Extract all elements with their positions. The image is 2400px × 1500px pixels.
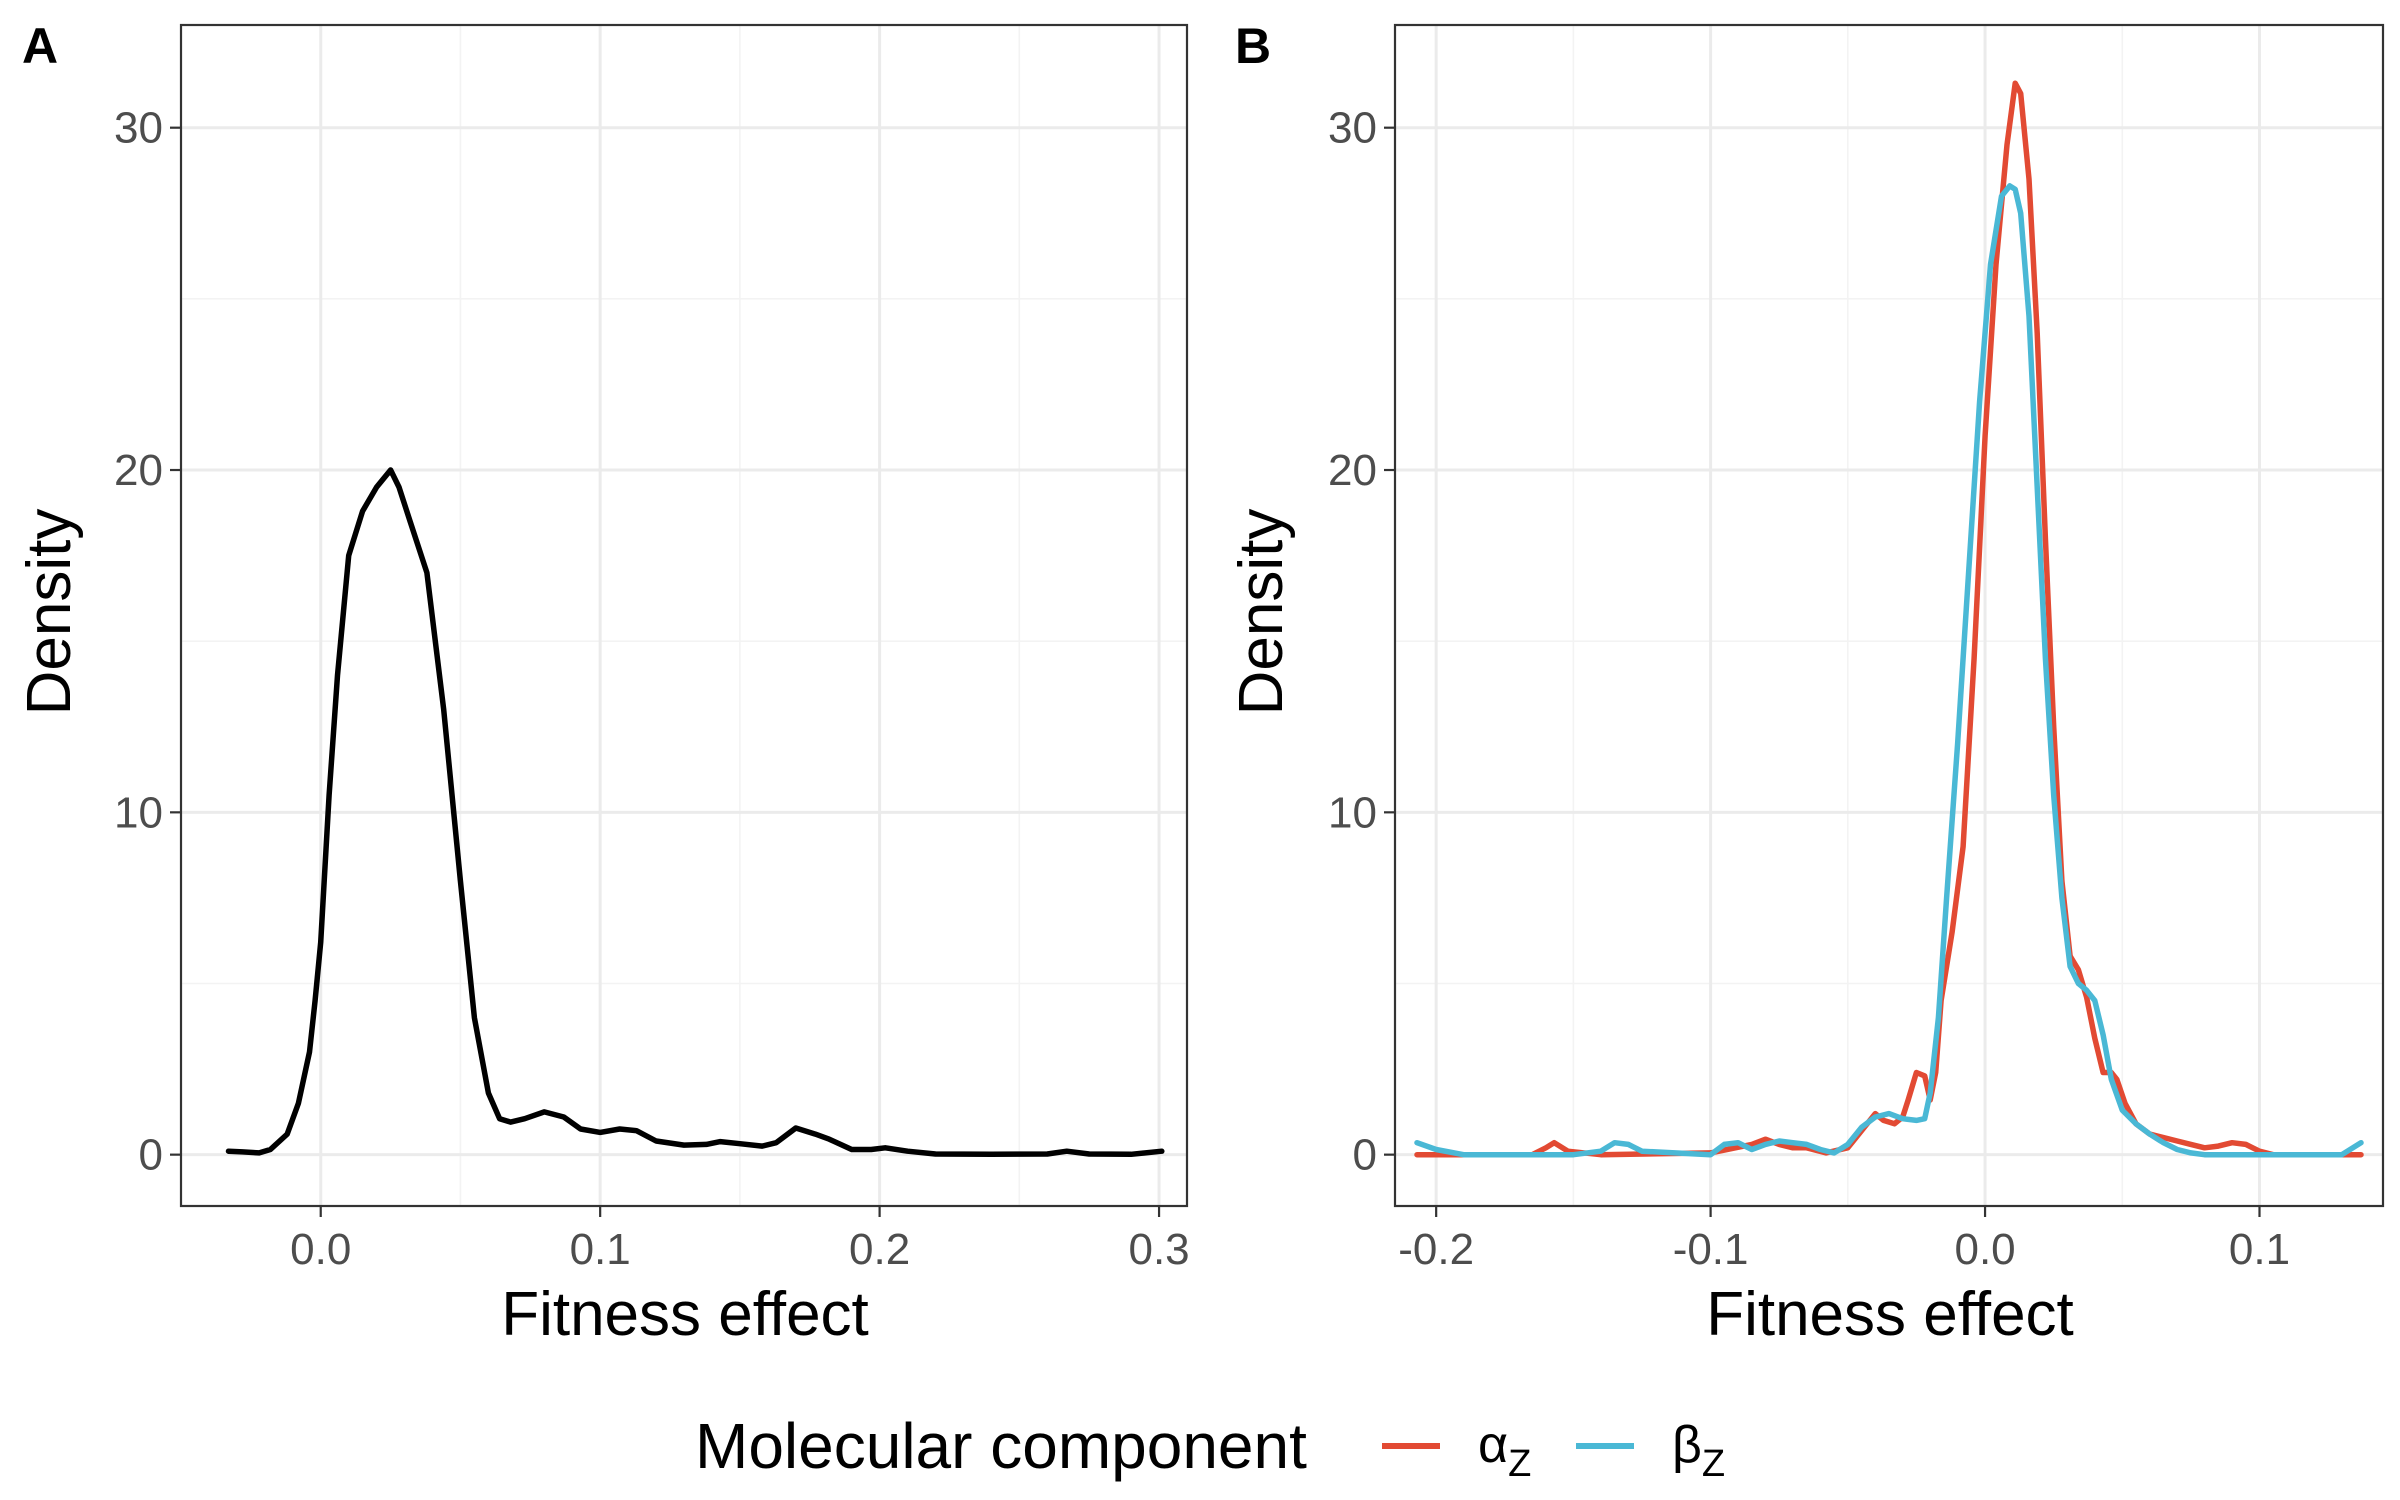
panel-b-x-tick-label: -0.1 xyxy=(1673,1225,1749,1274)
panel-a-series-line-0 xyxy=(225,467,1165,1158)
panel-b-border xyxy=(1393,23,2385,1208)
panel-b-y-tick-label: 20 xyxy=(1328,446,1377,495)
panel-b-plot: 0 10 20 30 -0.2 -0.1 0.0 0.1 xyxy=(1328,23,2385,1274)
legend-title: Molecular component xyxy=(695,1410,1307,1482)
panel-a-y-axis-title: Density xyxy=(15,509,84,716)
panel-a-y-tick-label: 0 xyxy=(139,1131,163,1180)
panel-b-letter: B xyxy=(1235,18,1271,74)
panel-a-y-tick-label: 20 xyxy=(114,446,163,495)
panel-a-x-tick-label: 0.3 xyxy=(1128,1225,1189,1274)
panel-a-letter: A xyxy=(22,18,58,74)
panel-b-series-line-0 xyxy=(1414,80,2364,1158)
panel-a-y-tick-label: 10 xyxy=(114,788,163,837)
panel-a-border xyxy=(179,23,1189,1208)
panel-b-y-axis-title: Density xyxy=(1227,509,1296,716)
panel-b-y-tick-label: 10 xyxy=(1328,788,1377,837)
panel-b-x-tick-label: 0.1 xyxy=(2229,1225,2290,1274)
panel-b-y-tick-label: 0 xyxy=(1353,1131,1377,1180)
legend-label-beta: βZ xyxy=(1672,1416,1725,1485)
legend: Molecular component αZ βZ xyxy=(695,1410,1725,1485)
panel-b-series-line-1 xyxy=(1414,183,2364,1158)
panel-a-x-tick-label: 0.0 xyxy=(290,1225,351,1274)
panel-a-plot: 0 10 20 30 0.0 0.1 0.2 0.3 xyxy=(114,23,1190,1274)
panel-a-x-tick-label: 0.2 xyxy=(849,1225,910,1274)
panel-a-x-tick-label: 0.1 xyxy=(570,1225,631,1274)
panel-a-x-axis-title: Fitness effect xyxy=(501,1280,869,1349)
panel-b-x-tick-label: 0.0 xyxy=(1954,1225,2015,1274)
panel-a-y-tick-label: 30 xyxy=(114,104,163,153)
panel-b-y-tick-label: 30 xyxy=(1328,104,1377,153)
panel-b-x-axis-title: Fitness effect xyxy=(1706,1280,2074,1349)
panel-b-x-tick-label: -0.2 xyxy=(1398,1225,1474,1274)
legend-label-alpha: αZ xyxy=(1478,1416,1531,1485)
